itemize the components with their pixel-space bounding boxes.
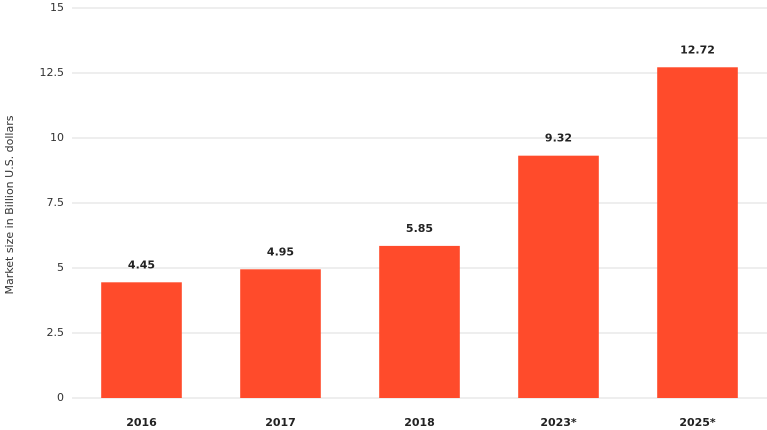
value-label: 5.85: [406, 222, 433, 235]
y-axis-title: Market size in Billion U.S. dollars: [3, 115, 16, 294]
y-tick-label: 0: [57, 391, 64, 404]
bar: [518, 155, 599, 398]
y-tick-label: 10: [50, 131, 64, 144]
bar: [657, 67, 738, 398]
value-label: 12.72: [680, 43, 715, 56]
x-tick-label: 2023*: [540, 416, 577, 429]
y-tick-label: 5: [57, 261, 64, 274]
value-label: 4.95: [267, 245, 294, 258]
bar: [240, 269, 321, 398]
bar: [379, 245, 460, 398]
x-tick-label: 2017: [265, 416, 296, 429]
y-tick-label: 12.5: [40, 66, 65, 79]
bar: [101, 282, 182, 398]
y-tick-label: 2.5: [47, 326, 65, 339]
y-tick-label: 7.5: [47, 196, 65, 209]
value-label: 4.45: [128, 258, 155, 271]
x-tick-label: 2018: [404, 416, 435, 429]
x-tick-label: 2016: [126, 416, 157, 429]
x-tick-label: 2025*: [679, 416, 716, 429]
y-tick-label: 15: [50, 1, 64, 14]
value-label: 9.32: [545, 132, 572, 145]
